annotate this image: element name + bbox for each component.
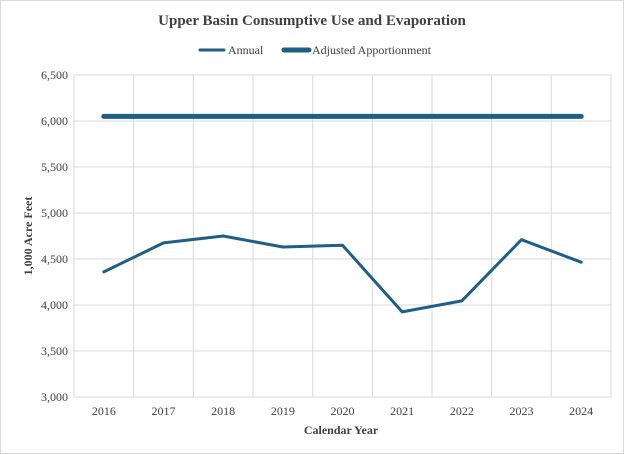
x-tick-label: 2018: [211, 404, 235, 418]
x-tick-label: 2024: [569, 404, 593, 418]
x-axis-tick-labels: 2016 2017 2018 2019 2020 2021 2022 2023 2024: [92, 404, 593, 418]
y-tick-label: 6,500: [41, 68, 68, 82]
x-tick-label: 2023: [510, 404, 534, 418]
x-axis-title: Calendar Year: [304, 423, 379, 437]
annual-series-line: [102, 234, 583, 314]
y-tick-label: 3,500: [41, 344, 68, 358]
legend: Annual Adjusted Apportionment: [198, 43, 432, 57]
x-tick-label: 2017: [152, 404, 176, 418]
x-tick-label: 2020: [331, 404, 355, 418]
y-tick-label: 3,000: [41, 390, 68, 404]
y-tick-label: 5,500: [41, 160, 68, 174]
chart-title: Upper Basin Consumptive Use and Evaporat…: [158, 13, 466, 29]
y-tick-label: 5,000: [41, 206, 68, 220]
x-tick-label: 2016: [92, 404, 116, 418]
y-tick-label: 4,500: [41, 252, 68, 266]
legend-label-adjusted-apportionment: Adjusted Apportionment: [312, 43, 432, 57]
x-tick-label: 2021: [390, 404, 414, 418]
series-layer: [101, 113, 584, 314]
y-tick-label: 6,000: [41, 114, 68, 128]
y-axis-tick-labels: 3,000 3,500 4,000 4,500 5,000 5,500 6,000 6,500: [41, 68, 68, 404]
gridlines: [73, 74, 612, 398]
y-axis-title: 1,000 Acre Feet: [21, 197, 35, 276]
y-tick-label: 4,000: [41, 298, 68, 312]
x-tick-label: 2019: [271, 404, 295, 418]
legend-label-annual: Annual: [228, 43, 264, 57]
x-tick-label: 2022: [450, 404, 474, 418]
